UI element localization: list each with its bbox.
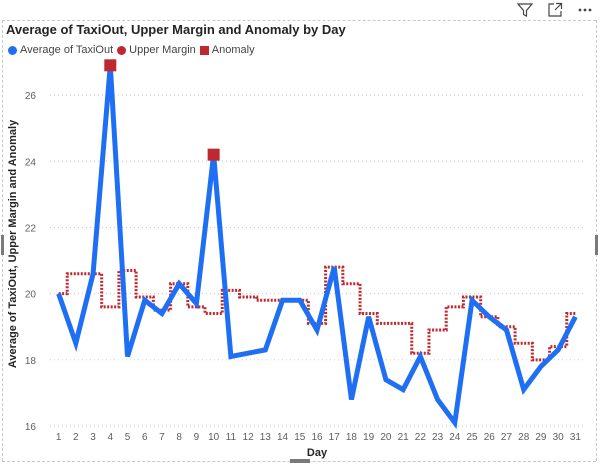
resize-handle-right[interactable] [595, 235, 598, 255]
chart-title: Average of TaxiOut, Upper Margin and Ano… [6, 22, 346, 37]
x-tick-label: 4 [108, 432, 114, 443]
series-anomaly [104, 59, 220, 161]
legend-label-average: Average of TaxiOut [20, 44, 114, 56]
x-tick-label: 9 [194, 432, 200, 443]
resize-handle-bottom[interactable] [290, 459, 310, 463]
x-tick-label: 28 [518, 432, 530, 443]
legend-item-average[interactable]: Average of TaxiOut [8, 44, 113, 56]
series-average [56, 65, 578, 430]
legend-label-anomaly: Anomaly [211, 44, 255, 56]
y-tick-label: 24 [25, 157, 37, 168]
x-tick-label: 2 [73, 432, 79, 443]
x-tick-label: 7 [159, 432, 165, 443]
x-axis-title: Day [307, 447, 328, 459]
x-tick-label: 21 [398, 432, 410, 443]
y-tick-label: 16 [25, 422, 37, 433]
x-tick-label: 13 [260, 432, 272, 443]
x-tick-label: 8 [176, 432, 182, 443]
y-axis-ticks: 16 18 20 22 24 26 [25, 91, 37, 433]
x-tick-label: 30 [553, 432, 565, 443]
x-axis-ticks: 1 2 3 4 5 6 7 8 9 10 11 12 13 14 15 16 17 18 19 20 21 22 23 24 2… [56, 432, 582, 443]
x-tick-label: 24 [449, 432, 461, 443]
x-tick-label: 29 [535, 432, 547, 443]
legend-marker-upper-margin [117, 45, 127, 55]
focus-mode-icon[interactable] [546, 1, 564, 19]
x-tick-label: 31 [570, 432, 582, 443]
more-options-icon[interactable] [576, 1, 594, 19]
average-line [56, 65, 578, 430]
x-tick-label: 20 [380, 432, 392, 443]
resize-handle-left[interactable] [1, 235, 4, 255]
x-tick-label: 27 [501, 432, 513, 443]
x-tick-label: 1 [56, 432, 62, 443]
x-tick-label: 5 [125, 432, 131, 443]
x-tick-label: 10 [208, 432, 220, 443]
legend-item-upper-margin[interactable]: Upper Margin [117, 44, 196, 56]
x-tick-label: 6 [142, 432, 148, 443]
anomaly-marker[interactable] [104, 59, 117, 72]
upper-margin-line [58, 265, 576, 362]
x-tick-label: 3 [90, 432, 96, 443]
legend-marker-average [8, 45, 17, 55]
x-tick-label: 15 [294, 432, 306, 443]
x-tick-label: 16 [311, 432, 323, 443]
x-tick-label: 22 [415, 432, 427, 443]
x-tick-label: 23 [432, 432, 444, 443]
anomaly-marker[interactable] [207, 148, 220, 161]
chart-legend: Average of TaxiOut Upper Margin Anomaly [8, 44, 259, 56]
series-upper-margin [58, 265, 576, 362]
y-tick-label: 20 [25, 290, 37, 301]
x-tick-label: 14 [277, 432, 289, 443]
legend-marker-anomaly [199, 45, 209, 55]
filter-icon[interactable] [516, 1, 534, 19]
gridlines [50, 94, 584, 427]
x-tick-label: 17 [329, 432, 341, 443]
x-tick-label: 19 [363, 432, 375, 443]
x-tick-label: 11 [226, 432, 237, 443]
x-tick-label: 26 [484, 432, 496, 443]
x-tick-label: 18 [346, 432, 358, 443]
visual-border-top [2, 20, 596, 21]
y-axis-title: Average of TaxiOut, Upper Margin and Ano… [7, 119, 19, 368]
legend-item-anomaly[interactable]: Anomaly [199, 44, 255, 56]
x-tick-label: 12 [243, 432, 255, 443]
y-tick-label: 22 [25, 223, 37, 234]
visual-header-toolbar [516, 1, 594, 19]
legend-label-upper-margin: Upper Margin [129, 44, 196, 56]
y-tick-label: 18 [25, 356, 37, 367]
y-tick-label: 26 [25, 91, 37, 102]
x-tick-label: 25 [466, 432, 478, 443]
